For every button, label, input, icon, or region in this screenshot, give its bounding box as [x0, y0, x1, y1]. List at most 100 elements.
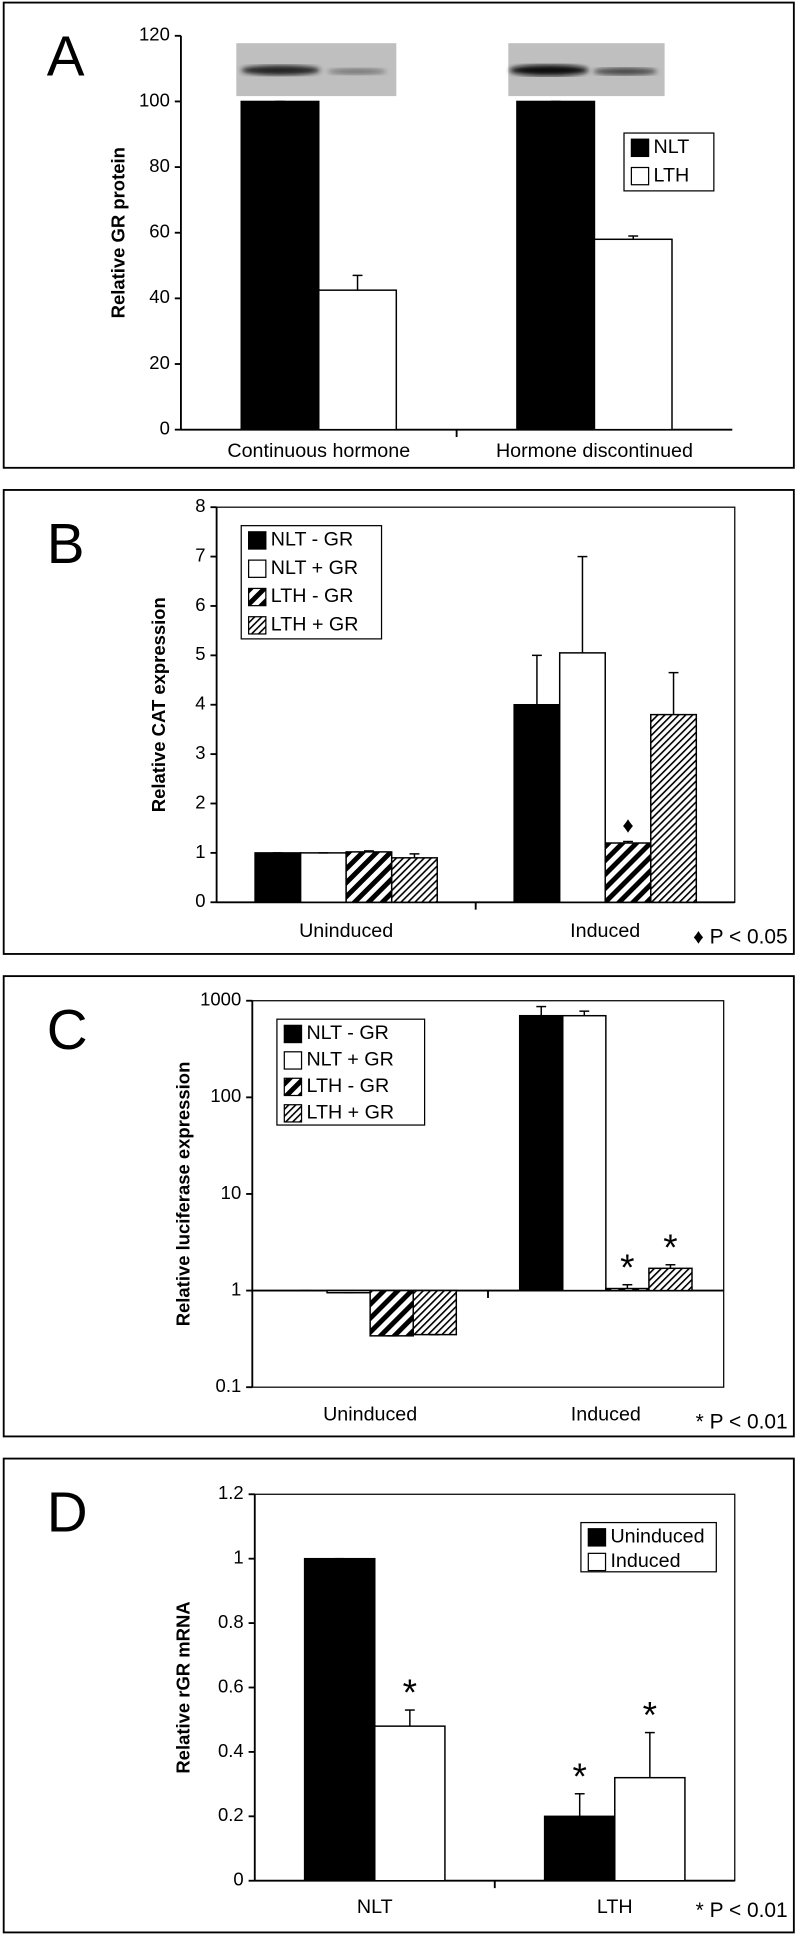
- bar: [614, 1776, 686, 1882]
- bar: [604, 842, 652, 904]
- y-axis-label: Relative CAT expression: [148, 597, 169, 812]
- bar: [374, 1725, 446, 1882]
- y-tick-label: 0.4: [218, 1740, 244, 1761]
- x-tick-label: Induced: [571, 1404, 641, 1426]
- legend-label: LTH + GR: [271, 614, 359, 636]
- y-tick-label: 100: [210, 1085, 241, 1106]
- x-tick-label: Induced: [570, 920, 640, 942]
- bar: [513, 703, 561, 904]
- x-tick-label: Hormone discontinued: [496, 440, 693, 462]
- significance-mark: ♦: [622, 813, 633, 838]
- bar: [369, 1289, 414, 1337]
- y-tick-label: 10: [221, 1182, 242, 1203]
- annotation: * P < 0.01: [696, 1899, 788, 1922]
- y-tick-label: 5: [195, 643, 205, 664]
- y-tick-label: 1: [231, 1278, 241, 1299]
- panel-label: A: [47, 24, 85, 87]
- annotation: ♦ P < 0.05: [693, 925, 788, 948]
- significance-mark: *: [620, 1247, 634, 1288]
- legend-label: LTH + GR: [306, 1102, 394, 1124]
- y-tick-label: 0: [160, 418, 170, 439]
- western-blot: [236, 43, 665, 97]
- bar: [299, 852, 347, 904]
- legend-swatch: [248, 531, 267, 550]
- y-tick-label: 0.6: [218, 1675, 244, 1696]
- legend-label: LTH: [654, 164, 690, 186]
- panel-border: [2, 1457, 795, 1934]
- y-axis-label: Relative GR protein: [107, 147, 128, 318]
- bar: [318, 289, 398, 431]
- y-tick-label: 0.1: [216, 1375, 242, 1396]
- legend-swatch: [587, 1552, 607, 1572]
- bar: [303, 1557, 376, 1882]
- legend-swatch: [283, 1024, 303, 1044]
- legend-label: NLT + GR: [306, 1049, 393, 1071]
- bar: [390, 857, 438, 904]
- y-tick-label: 20: [149, 352, 170, 373]
- y-tick-label: 100: [139, 89, 170, 110]
- legend-label: Induced: [610, 1550, 680, 1572]
- legend-label: NLT + GR: [271, 557, 358, 579]
- y-tick-label: 0.8: [218, 1611, 244, 1632]
- x-tick-label: NLT: [357, 1896, 393, 1918]
- panel-border: [2, 1, 795, 469]
- annotation: * P < 0.01: [696, 1410, 788, 1433]
- bar: [543, 1815, 616, 1882]
- x-tick-label: Continuous hormone: [227, 440, 410, 462]
- y-tick-label: 80: [149, 155, 170, 176]
- legend-label: NLT - GR: [306, 1022, 388, 1044]
- y-tick-label: 7: [195, 544, 205, 565]
- y-tick-label: 6: [195, 594, 205, 615]
- y-tick-label: 40: [149, 286, 170, 307]
- y-axis-label: Relative luciferase expression: [172, 1062, 193, 1327]
- significance-mark: *: [573, 1756, 587, 1797]
- legend-swatch: [283, 1104, 303, 1123]
- panel-label: C: [47, 998, 88, 1061]
- legend-label: Uninduced: [610, 1526, 704, 1548]
- bar: [650, 713, 698, 904]
- legend-swatch: [630, 138, 650, 158]
- legend-swatch: [630, 166, 650, 186]
- legend-swatch: [248, 559, 267, 578]
- y-tick-label: 8: [195, 495, 205, 516]
- bar: [254, 852, 302, 904]
- bar: [345, 851, 393, 904]
- panel-border: [2, 489, 795, 955]
- y-tick-label: 120: [139, 24, 170, 45]
- bar: [412, 1289, 458, 1336]
- significance-mark: *: [663, 1227, 677, 1268]
- significance-mark: *: [403, 1672, 417, 1713]
- y-tick-label: 4: [195, 693, 205, 714]
- legend-swatch: [283, 1077, 303, 1097]
- y-tick-label: 3: [195, 742, 205, 763]
- legend-label: LTH - GR: [271, 585, 354, 607]
- bar: [648, 1267, 693, 1292]
- bar: [605, 1287, 650, 1292]
- panel-border: [2, 975, 795, 1438]
- y-tick-label: 0.2: [218, 1804, 244, 1825]
- bar: [516, 100, 596, 431]
- legend-label: NLT: [654, 136, 690, 158]
- legend-swatch: [283, 1051, 303, 1070]
- y-tick-label: 60: [149, 221, 170, 242]
- significance-mark: *: [643, 1695, 657, 1736]
- y-tick-label: 0: [195, 890, 205, 911]
- y-tick-label: 1000: [200, 989, 241, 1010]
- y-tick-label: 2: [195, 791, 205, 812]
- bar: [240, 100, 320, 431]
- x-tick-label: Uninduced: [299, 920, 393, 942]
- bar: [593, 238, 673, 431]
- y-tick-label: 1.2: [218, 1482, 244, 1503]
- y-tick-label: 1: [195, 841, 205, 862]
- legend-swatch: [248, 616, 267, 635]
- bar: [558, 652, 606, 904]
- x-tick-label: Uninduced: [323, 1404, 417, 1426]
- y-tick-label: 0: [233, 1869, 243, 1890]
- legend-swatch: [248, 587, 267, 607]
- legend-label: LTH - GR: [306, 1075, 389, 1097]
- y-axis-label: Relative rGR mRNA: [172, 1601, 193, 1773]
- panel-label: D: [47, 1480, 88, 1543]
- bar: [518, 1014, 564, 1292]
- x-tick-label: LTH: [597, 1896, 633, 1918]
